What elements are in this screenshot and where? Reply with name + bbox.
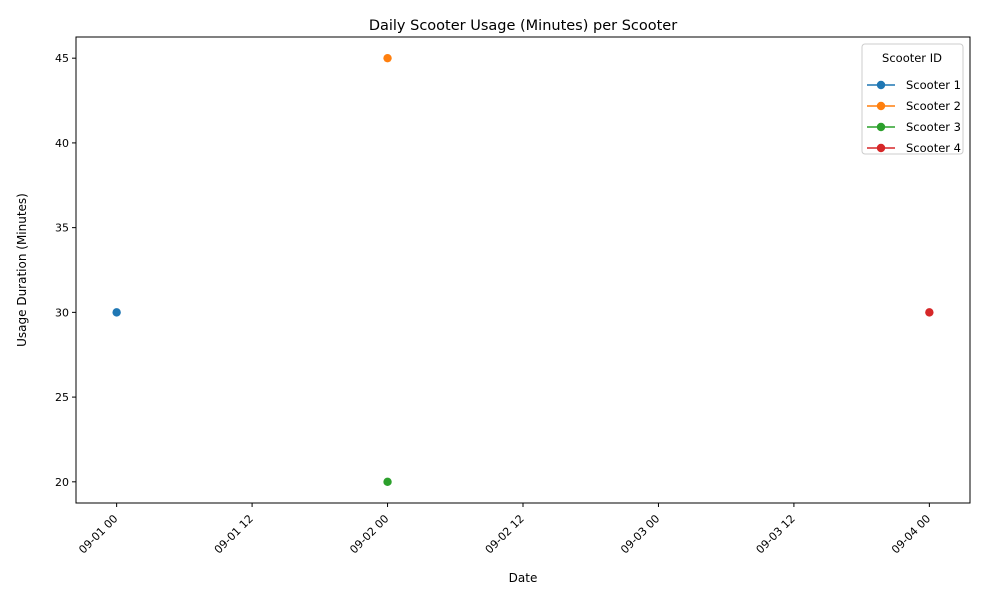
legend-entry: Scooter 1 (867, 78, 961, 92)
data-point (112, 308, 121, 317)
data-point (383, 53, 392, 63)
y-tick-label: 40 (55, 137, 69, 150)
x-tick-label: 09-02 00 (347, 512, 391, 556)
legend-marker (876, 101, 886, 111)
y-axis-label: Usage Duration (Minutes) (15, 193, 29, 347)
x-tick-label: 09-03 12 (754, 512, 798, 556)
y-tick-label: 20 (55, 476, 69, 489)
legend-entries: Scooter 1 Scooter 2 Scooter 3 Scooter 4 (867, 78, 961, 155)
legend-label: Scooter 1 (906, 78, 961, 92)
series-4 (925, 308, 934, 317)
x-tick-label: 09-03 00 (618, 512, 662, 556)
legend-title: Scooter ID (882, 51, 942, 65)
data-point (383, 477, 392, 487)
series-3 (383, 477, 392, 487)
data-point (925, 308, 934, 317)
series-2 (383, 53, 392, 63)
legend-label: Scooter 3 (906, 120, 961, 134)
legend-entry: Scooter 2 (867, 99, 961, 113)
x-tick-label: 09-04 00 (889, 512, 933, 556)
legend-label: Scooter 4 (906, 141, 961, 155)
x-axis: 09-01 00 09-01 12 09-02 00 09-02 12 09-03 00… (76, 503, 933, 556)
legend-marker (876, 143, 886, 153)
x-tick-label: 09-01 00 (76, 512, 120, 556)
legend-marker (876, 80, 886, 90)
series-1 (112, 308, 121, 317)
y-axis: 20 25 30 35 40 45 (55, 52, 76, 489)
y-tick-label: 35 (55, 222, 69, 235)
y-tick-label: 30 (55, 306, 69, 319)
x-axis-label: Date (509, 571, 538, 585)
y-tick-label: 25 (55, 391, 69, 404)
series-layer (112, 53, 934, 487)
legend-marker (876, 122, 886, 132)
x-tick-label: 09-02 12 (483, 512, 527, 556)
legend-entry: Scooter 4 (867, 141, 961, 155)
legend-entry: Scooter 3 (867, 120, 961, 134)
chart-title: Daily Scooter Usage (Minutes) per Scoote… (369, 18, 677, 34)
plot-frame (75, 36, 971, 504)
y-tick-label: 45 (55, 52, 69, 65)
x-tick-label: 09-01 12 (212, 512, 256, 556)
legend-label: Scooter 2 (906, 99, 961, 113)
